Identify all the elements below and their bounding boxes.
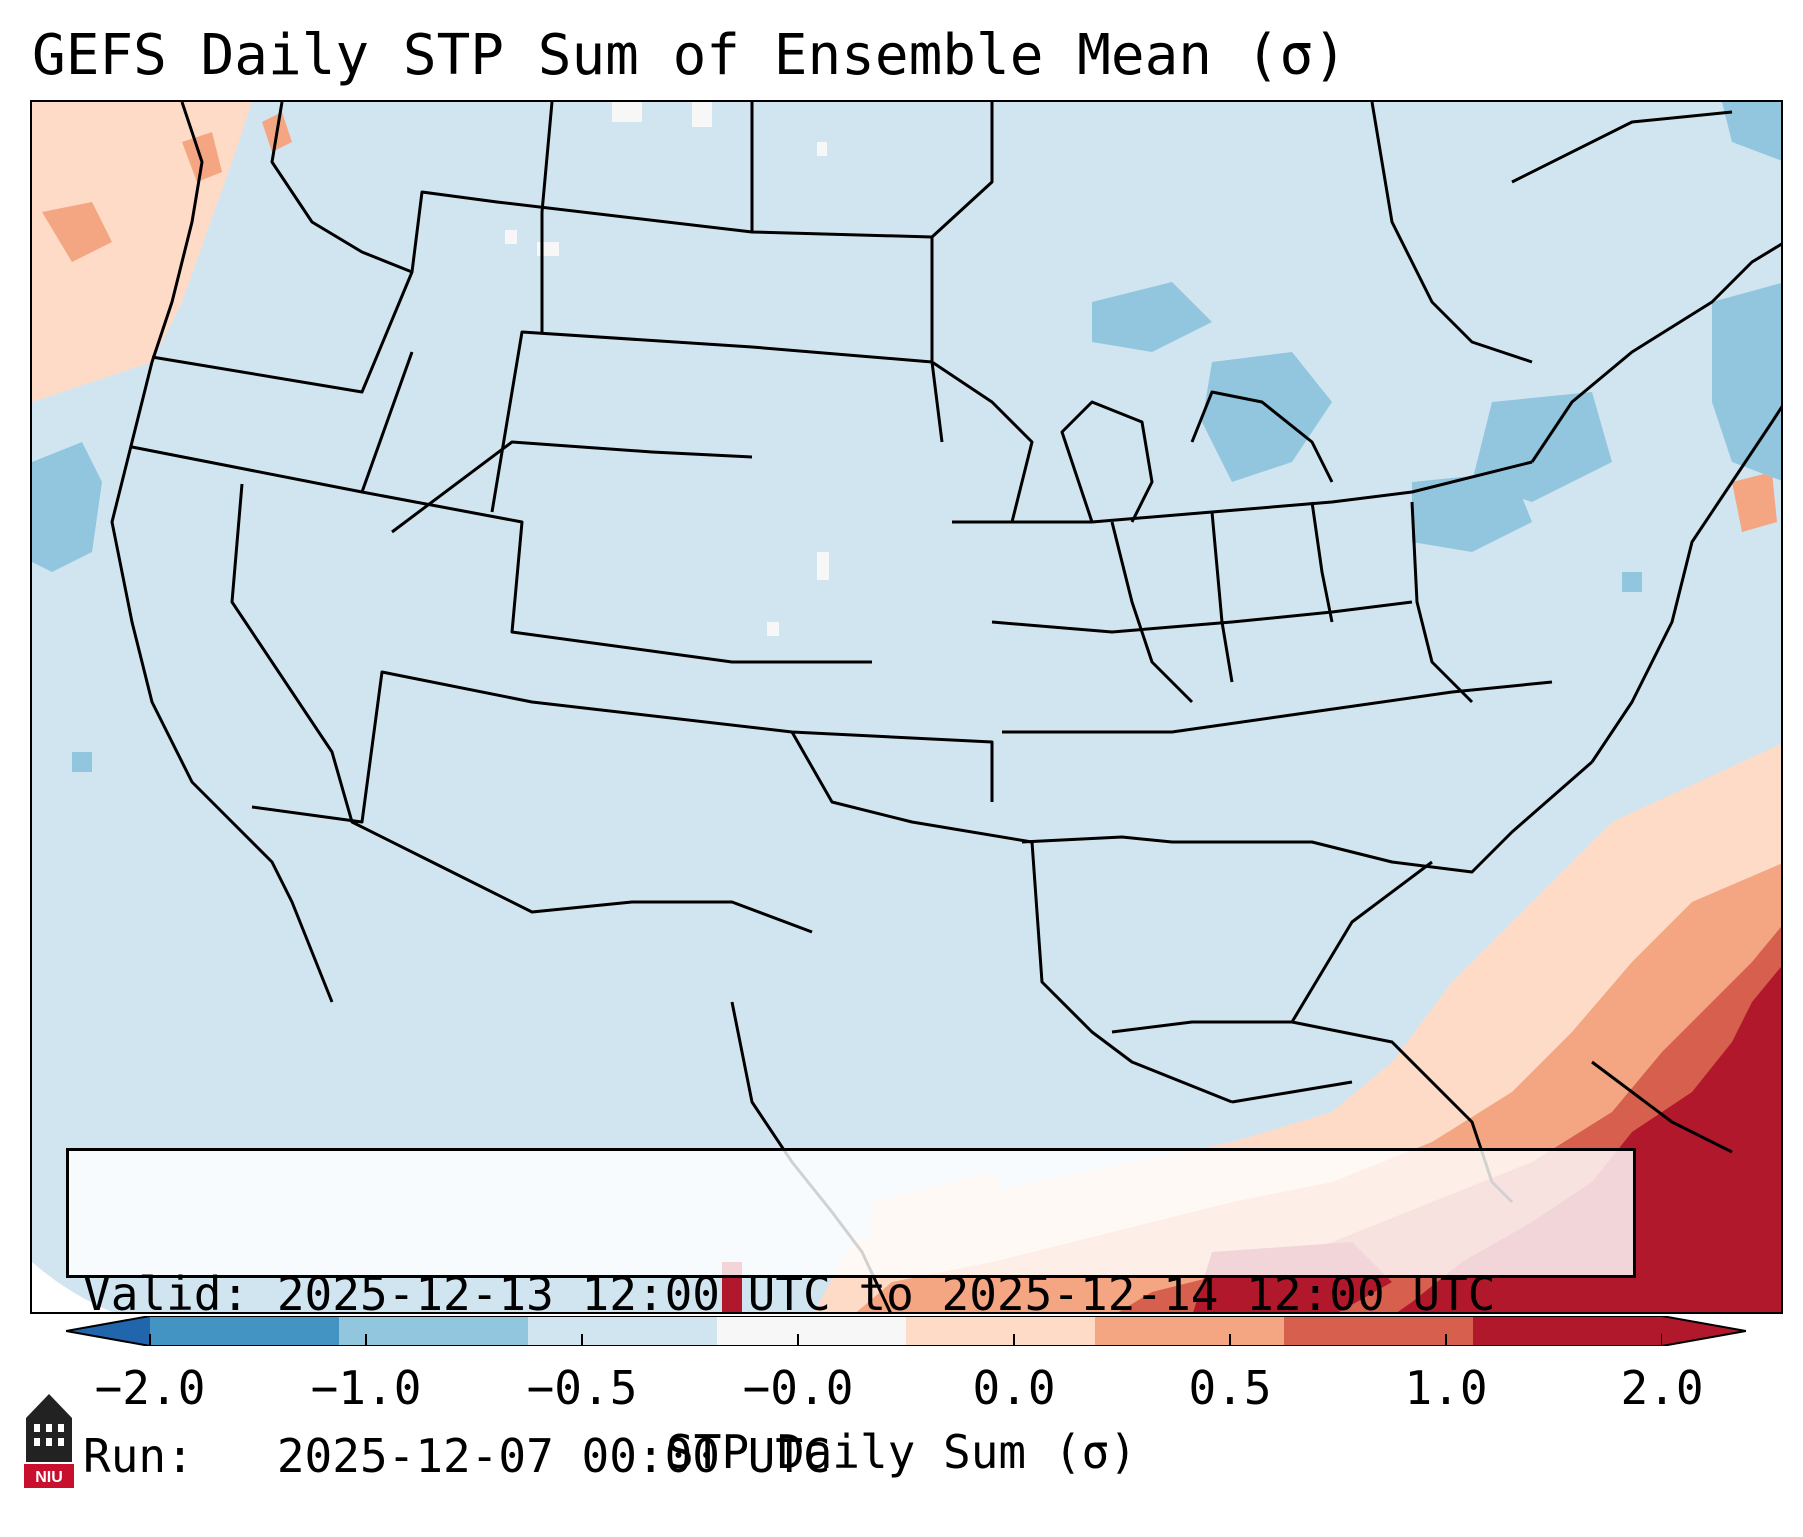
map-svg	[32, 102, 1781, 1312]
colorbar-label: STP Daily Sum (σ)	[666, 1425, 1137, 1479]
colorbar-tick-label: 1.0	[1404, 1361, 1488, 1415]
political-boundaries	[110, 102, 1781, 1312]
anomaly-field-negative	[32, 102, 1781, 772]
niu-logo: NIU	[24, 1394, 74, 1488]
colorbar-tick-label: −1.0	[310, 1361, 422, 1415]
colorbar-extend-high	[1662, 1316, 1746, 1346]
valid-run-info-box: Valid: 2025-12-13 12:00 UTC to 2025-12-1…	[66, 1148, 1636, 1483]
chart-title: GEFS Daily STP Sum of Ensemble Mean (σ)	[32, 23, 1347, 88]
run-time-text: Run: 2025-12-07 00:00 UTC	[83, 1429, 831, 1483]
projection-corner	[32, 1262, 113, 1312]
logo-text: NIU	[35, 1469, 63, 1486]
colorbar	[66, 1316, 1746, 1346]
colorbar-tick-label: 0.5	[1188, 1361, 1272, 1415]
colorbar-tick-label: −2.0	[94, 1361, 206, 1415]
colorbar-segment	[1095, 1316, 1285, 1346]
colorbar-tick-label: 2.0	[1620, 1361, 1704, 1415]
anomaly-field-positive	[32, 102, 1781, 1312]
colorbar-segments	[149, 1316, 1663, 1346]
colorbar-segment	[717, 1316, 907, 1346]
valid-time-text: Valid: 2025-12-13 12:00 UTC to 2025-12-1…	[83, 1267, 1496, 1321]
colorbar-segment	[150, 1316, 340, 1346]
colorbar-segment	[339, 1316, 529, 1346]
colorbar-tick-label: −0.0	[742, 1361, 854, 1415]
colorbar-segment	[1284, 1316, 1474, 1346]
colorbar-segment	[1473, 1316, 1663, 1346]
colorbar-segment	[528, 1316, 718, 1346]
anomaly-field-neutral	[505, 102, 829, 636]
map-panel	[30, 100, 1783, 1314]
colorbar-extend-low	[66, 1316, 150, 1346]
colorbar-segment	[906, 1316, 1096, 1346]
colorbar-tick-label: 0.0	[972, 1361, 1056, 1415]
colorbar-tick-label: −0.5	[526, 1361, 638, 1415]
